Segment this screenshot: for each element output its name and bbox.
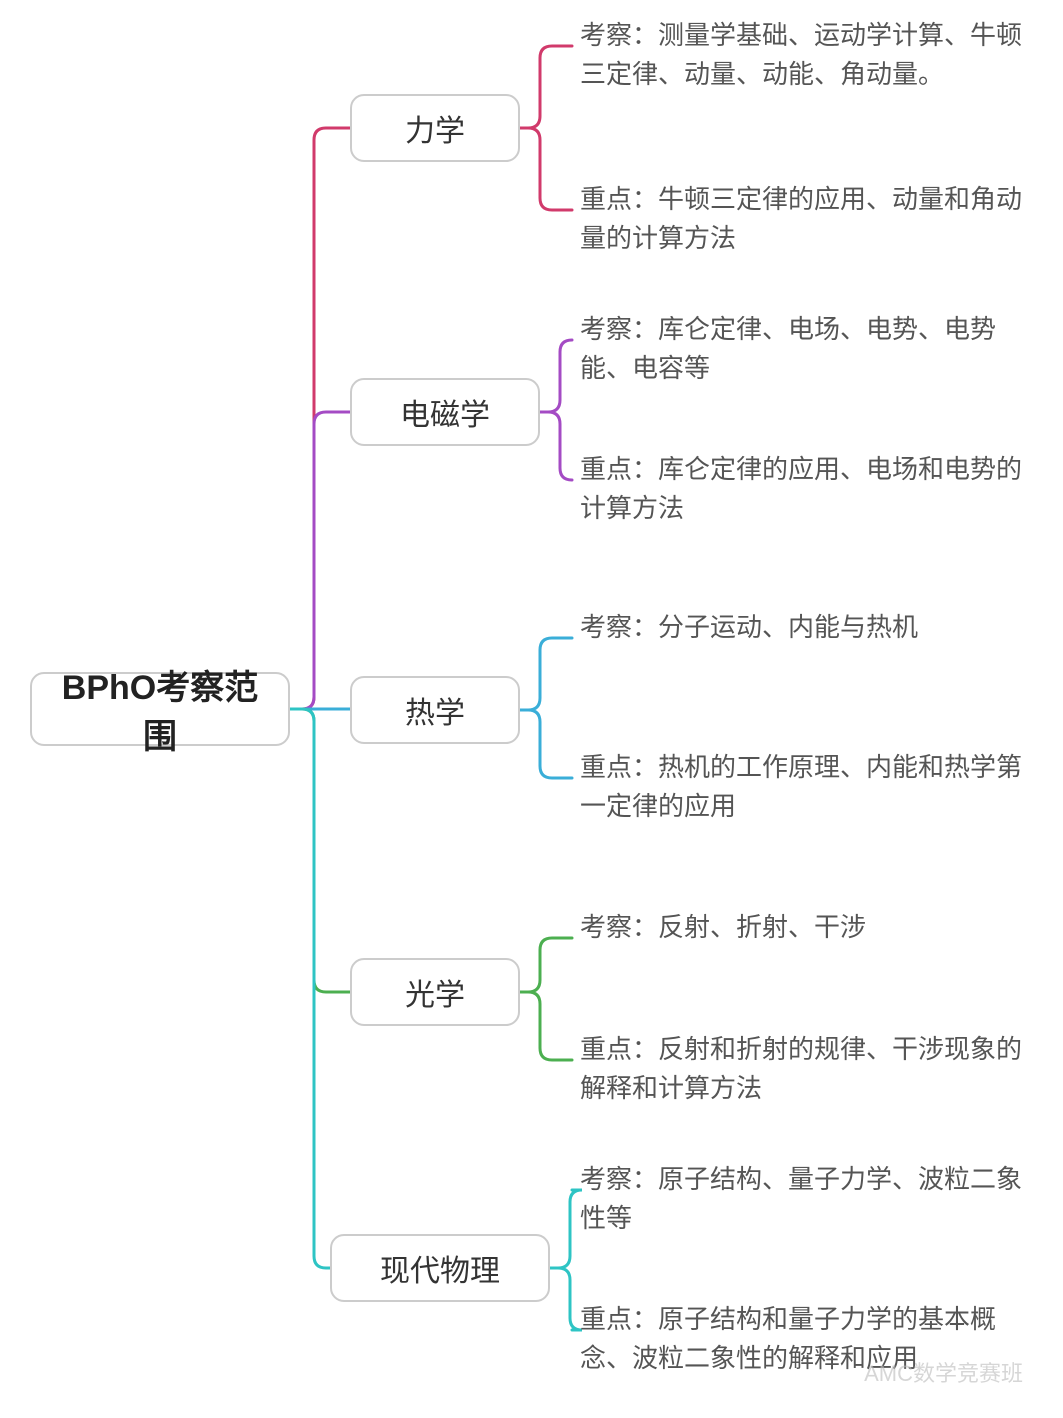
branch-mechanics: 力学: [350, 94, 520, 162]
branch-thermodynamics: 热学: [350, 676, 520, 744]
branch-electromagnetism: 电磁学: [350, 378, 540, 446]
leaf-optics-focus: 重点：反射和折射的规律、干涉现象的解释和计算方法: [580, 1030, 1040, 1108]
leaf-modern-exam: 考察：原子结构、量子力学、波粒二象性等: [580, 1160, 1040, 1238]
leaf-thermo-exam: 考察：分子运动、内能与热机: [580, 608, 918, 647]
watermark-text: AMC数学竞赛班: [864, 1356, 1023, 1388]
leaf-em-focus: 重点：库仑定律的应用、电场和电势的计算方法: [580, 450, 1040, 528]
branch-optics: 光学: [350, 958, 520, 1026]
root-node: BPhO考察范围: [30, 672, 290, 746]
leaf-optics-exam: 考察：反射、折射、干涉: [580, 908, 866, 947]
leaf-em-exam: 考察：库仑定律、电场、电势、电势能、电容等: [580, 310, 1040, 388]
leaf-mechanics-focus: 重点：牛顿三定律的应用、动量和角动量的计算方法: [580, 180, 1040, 258]
branch-modern: 现代物理: [330, 1234, 550, 1302]
leaf-mechanics-exam: 考察：测量学基础、运动学计算、牛顿三定律、动量、动能、角动量。: [580, 16, 1040, 94]
leaf-thermo-focus: 重点：热机的工作原理、内能和热学第一定律的应用: [580, 748, 1040, 826]
